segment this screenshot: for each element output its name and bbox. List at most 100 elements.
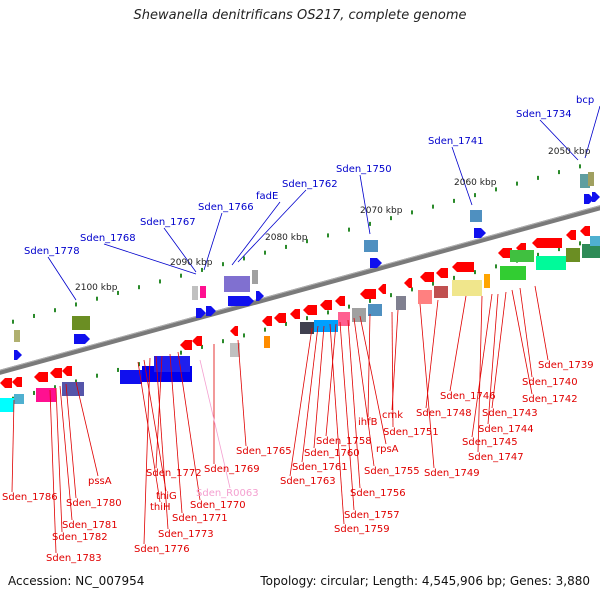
leader-line bbox=[359, 174, 371, 235]
gene-block bbox=[484, 274, 490, 288]
gene-block bbox=[452, 280, 482, 296]
lower-gene-label: Sden_1761 bbox=[292, 462, 348, 473]
upper-gene-label: Sden_1766 bbox=[198, 202, 254, 213]
gene-arrow bbox=[303, 305, 317, 315]
scale-dot bbox=[117, 290, 119, 295]
upper-gene-label: fadE bbox=[256, 191, 278, 202]
leader-line bbox=[199, 359, 231, 489]
gene-block bbox=[580, 174, 590, 188]
gene-arrow bbox=[74, 334, 90, 344]
scale-dot bbox=[579, 164, 581, 169]
leader-line bbox=[491, 291, 507, 409]
scale-dot bbox=[180, 273, 182, 278]
lower-gene-label: Sden_1749 bbox=[424, 468, 480, 479]
lower-gene-label: Sden_1739 bbox=[538, 360, 594, 371]
lower-gene-label: Sden_1757 bbox=[344, 510, 400, 521]
scale-dot bbox=[12, 319, 14, 324]
lower-gene-label: rpsA bbox=[376, 444, 399, 455]
gene-block bbox=[396, 296, 406, 310]
lower-gene-label: Sden_1783 bbox=[46, 553, 102, 564]
leader-line bbox=[237, 189, 307, 263]
leader-line bbox=[471, 293, 493, 438]
gene-block bbox=[200, 286, 206, 298]
leader-line bbox=[103, 243, 197, 275]
scale-dot bbox=[390, 293, 392, 298]
lower-gene-label: Sden_1781 bbox=[62, 520, 118, 531]
upper-gene-label: Sden_1768 bbox=[80, 233, 136, 244]
leader-line bbox=[203, 212, 223, 271]
gene-block bbox=[434, 286, 448, 298]
lower-gene-label: Sden_1746 bbox=[440, 391, 496, 402]
scale-dot bbox=[33, 390, 35, 395]
leader-line bbox=[47, 256, 77, 301]
scale-dot bbox=[285, 321, 287, 326]
scale-dot bbox=[537, 175, 539, 180]
leader-line bbox=[534, 285, 549, 361]
lower-gene-label: Sden_1760 bbox=[304, 448, 360, 459]
lower-gene-label: Sden_1740 bbox=[522, 377, 578, 388]
gene-block bbox=[14, 394, 24, 404]
upper-gene-label: Sden_1767 bbox=[140, 217, 196, 228]
scale-dot bbox=[54, 385, 56, 390]
gene-arrow bbox=[196, 308, 206, 318]
scale-label: 2090 kbp bbox=[170, 258, 213, 268]
lower-gene-label: Sden_1771 bbox=[172, 513, 228, 524]
scale-dot bbox=[474, 193, 476, 198]
gene-block bbox=[264, 336, 270, 348]
scale-dot bbox=[96, 296, 98, 301]
lower-gene-label: Sden_1773 bbox=[158, 529, 214, 540]
leader-line bbox=[347, 319, 361, 489]
lower-gene-label: Sden_1755 bbox=[364, 466, 420, 477]
scale-dot bbox=[138, 362, 140, 367]
gene-arrow bbox=[566, 230, 576, 240]
gene-block bbox=[500, 266, 526, 280]
gene-arrow bbox=[474, 228, 486, 238]
leader-line bbox=[237, 339, 247, 447]
gene-arrow bbox=[206, 306, 216, 316]
scale-dot bbox=[159, 279, 161, 284]
scale-dot bbox=[432, 204, 434, 209]
gene-arrow bbox=[404, 278, 412, 288]
lower-gene-label: Sden_1756 bbox=[350, 488, 406, 499]
scale-dot bbox=[516, 181, 518, 186]
upper-gene-label: Sden_1734 bbox=[516, 109, 572, 120]
leader-line bbox=[425, 299, 439, 409]
scale-dot bbox=[327, 233, 329, 238]
scale-dot bbox=[96, 373, 98, 378]
lower-gene-label: Sden_1770 bbox=[190, 500, 246, 511]
gene-block bbox=[352, 308, 366, 322]
gene-block bbox=[590, 236, 600, 246]
gene-block bbox=[120, 370, 142, 384]
leader-line bbox=[391, 311, 394, 428]
leader-line bbox=[367, 313, 371, 418]
gene-arrow bbox=[228, 296, 254, 306]
scale-dot bbox=[558, 170, 560, 175]
upper-gene-label: Sden_1750 bbox=[336, 164, 392, 175]
lower-gene-label: Sden_1772 bbox=[146, 468, 202, 479]
gene-arrow bbox=[192, 336, 202, 346]
scale-dot bbox=[306, 316, 308, 321]
gene-block bbox=[224, 276, 250, 292]
gene-arrow bbox=[256, 291, 264, 301]
leader-line bbox=[155, 355, 169, 530]
scale-dot bbox=[54, 308, 56, 313]
leader-line bbox=[519, 287, 533, 378]
lower-gene-label: thiH bbox=[150, 502, 171, 513]
lower-gene-label: Sden_1782 bbox=[52, 532, 108, 543]
scale-dot bbox=[348, 227, 350, 232]
gene-arrow bbox=[230, 326, 238, 336]
scale-dot bbox=[432, 281, 434, 286]
gene-arrow bbox=[274, 313, 286, 323]
gene-block bbox=[566, 248, 580, 262]
leader-line bbox=[49, 389, 57, 554]
scale-dot bbox=[495, 264, 497, 269]
upper-gene-label: bcp bbox=[576, 95, 594, 106]
scale-label: 2100 kbp bbox=[75, 283, 118, 293]
scale-label: 2080 kbp bbox=[265, 233, 308, 243]
lower-gene-label: Sden_1742 bbox=[522, 394, 578, 405]
scale-dot bbox=[75, 302, 77, 307]
gene-block bbox=[36, 388, 56, 402]
leader-line bbox=[155, 355, 163, 469]
scale-dot bbox=[327, 310, 329, 315]
gene-arrow bbox=[12, 377, 22, 387]
